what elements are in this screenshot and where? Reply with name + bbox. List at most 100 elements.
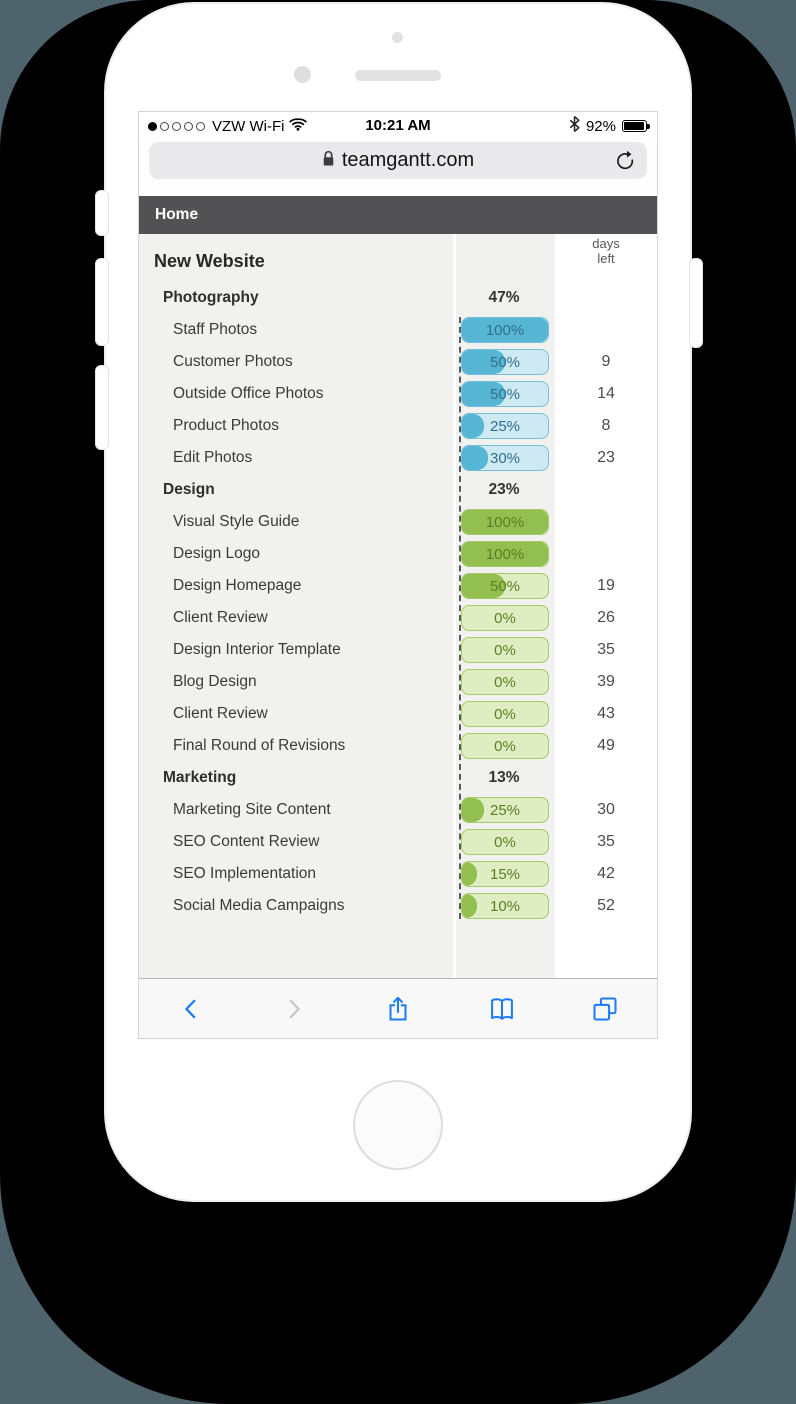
progress-fill xyxy=(462,382,505,406)
task-row[interactable]: Edit Photos 30% 23 xyxy=(139,442,657,474)
progress-label: 15% xyxy=(489,865,521,883)
progress-bar[interactable]: 0% xyxy=(461,701,549,727)
progress-label: 100% xyxy=(485,513,525,531)
task-row[interactable]: Final Round of Revisions 0% 49 xyxy=(139,730,657,762)
task-row[interactable]: Design Logo 100% xyxy=(139,538,657,570)
signal-dots-icon xyxy=(148,121,205,131)
clock-label: 10:21 AM xyxy=(365,117,431,134)
progress-bar[interactable]: 30% xyxy=(461,445,549,471)
progress-cell: 0% xyxy=(453,666,555,698)
task-row[interactable]: Client Review 0% 26 xyxy=(139,602,657,634)
rows: New Website Photography 47% Staff Photos 10… xyxy=(139,234,657,922)
browser-toolbar xyxy=(139,978,657,1038)
days-left-value: 43 xyxy=(597,705,615,722)
address-bar-area: teamgantt.com xyxy=(139,140,657,196)
days-left-value: 52 xyxy=(597,897,615,914)
address-bar[interactable]: teamgantt.com xyxy=(149,142,647,179)
task-row[interactable]: Blog Design 0% 39 xyxy=(139,666,657,698)
task-row[interactable]: Social Media Campaigns 10% 52 xyxy=(139,890,657,922)
progress-label: 0% xyxy=(494,737,516,755)
progress-label: 0% xyxy=(494,641,516,659)
task-row[interactable]: Design Interior Template 0% 35 xyxy=(139,634,657,666)
progress-bar[interactable]: 50% xyxy=(461,381,549,407)
task-row[interactable]: Customer Photos 50% 9 xyxy=(139,346,657,378)
progress-bar[interactable]: 15% xyxy=(461,861,549,887)
progress-label: 10% xyxy=(489,897,521,915)
earpiece-speaker xyxy=(355,70,441,81)
progress-cell: 25% xyxy=(453,794,555,826)
progress-cell: 0% xyxy=(453,826,555,858)
days-left-value: 19 xyxy=(597,577,615,594)
progress-label: 50% xyxy=(489,577,521,595)
days-left-value: 23 xyxy=(597,449,615,466)
bookmarks-button[interactable] xyxy=(450,979,554,1038)
project-title: New Website xyxy=(154,250,265,271)
task-row[interactable]: Marketing Site Content 25% 30 xyxy=(139,794,657,826)
refresh-icon[interactable] xyxy=(614,150,636,177)
task-name: Design Homepage xyxy=(173,577,302,594)
task-row[interactable]: Design Homepage 50% 19 xyxy=(139,570,657,602)
progress-bar[interactable]: 10% xyxy=(461,893,549,919)
progress-label: 0% xyxy=(494,673,516,691)
group-name: Marketing xyxy=(163,769,237,786)
progress-cell: 0% xyxy=(453,602,555,634)
progress-fill xyxy=(462,574,505,598)
progress-label: 50% xyxy=(489,353,521,371)
progress-label: 100% xyxy=(485,545,525,563)
back-button[interactable] xyxy=(139,979,243,1038)
days-left-value: 14 xyxy=(597,385,615,402)
group-percent: 47% xyxy=(488,289,520,306)
task-name: Marketing Site Content xyxy=(173,801,331,818)
wifi-icon xyxy=(289,117,308,135)
carrier-label: VZW Wi-Fi xyxy=(212,117,285,135)
task-row[interactable]: Client Review 0% 43 xyxy=(139,698,657,730)
progress-cell: 100% xyxy=(453,314,555,346)
task-table: days left New Website Photography 47% Staf… xyxy=(139,234,657,978)
status-left: VZW Wi-Fi xyxy=(139,117,308,135)
task-name: Staff Photos xyxy=(173,321,258,338)
task-row[interactable]: SEO Content Review 0% 35 xyxy=(139,826,657,858)
progress-bar[interactable]: 50% xyxy=(461,573,549,599)
name-column-bg xyxy=(139,234,453,978)
tabs-button[interactable] xyxy=(553,979,657,1038)
forward-button[interactable] xyxy=(243,979,347,1038)
task-row[interactable]: Staff Photos 100% xyxy=(139,314,657,346)
task-row[interactable]: SEO Implementation 15% 42 xyxy=(139,858,657,890)
task-row[interactable]: Product Photos 25% 8 xyxy=(139,410,657,442)
progress-bar[interactable]: 100% xyxy=(461,541,549,567)
progress-bar[interactable]: 100% xyxy=(461,317,549,343)
task-row[interactable]: Visual Style Guide 100% xyxy=(139,506,657,538)
group-percent: 13% xyxy=(488,769,520,786)
progress-bar[interactable]: 0% xyxy=(461,605,549,631)
progress-bar[interactable]: 0% xyxy=(461,637,549,663)
group-row[interactable]: Marketing 13% xyxy=(139,762,657,794)
group-row[interactable]: Design 23% xyxy=(139,474,657,506)
progress-bar[interactable]: 0% xyxy=(461,669,549,695)
page-nav-bar[interactable]: Home xyxy=(139,196,657,234)
progress-bar[interactable]: 100% xyxy=(461,509,549,535)
group-row[interactable]: Photography 47% xyxy=(139,282,657,314)
task-name: Design Interior Template xyxy=(173,641,341,658)
days-left-value: 42 xyxy=(597,865,615,882)
days-left-value: 39 xyxy=(597,673,615,690)
progress-bar[interactable]: 25% xyxy=(461,413,549,439)
progress-fill xyxy=(462,414,484,438)
progress-fill xyxy=(462,798,484,822)
progress-cell: 0% xyxy=(453,698,555,730)
progress-cell: 0% xyxy=(453,730,555,762)
days-left-value: 26 xyxy=(597,609,615,626)
progress-cell: 0% xyxy=(453,634,555,666)
home-button xyxy=(353,1080,443,1170)
power-button xyxy=(689,258,703,348)
task-row[interactable]: Outside Office Photos 50% 14 xyxy=(139,378,657,410)
group-name: Photography xyxy=(163,289,259,306)
progress-label: 30% xyxy=(489,449,521,467)
progress-fill xyxy=(462,542,548,566)
progress-bar[interactable]: 0% xyxy=(461,733,549,759)
task-name: Edit Photos xyxy=(173,449,253,466)
progress-bar[interactable]: 0% xyxy=(461,829,549,855)
project-title-row[interactable]: New Website xyxy=(139,240,657,282)
progress-bar[interactable]: 50% xyxy=(461,349,549,375)
share-button[interactable] xyxy=(346,979,450,1038)
progress-bar[interactable]: 25% xyxy=(461,797,549,823)
